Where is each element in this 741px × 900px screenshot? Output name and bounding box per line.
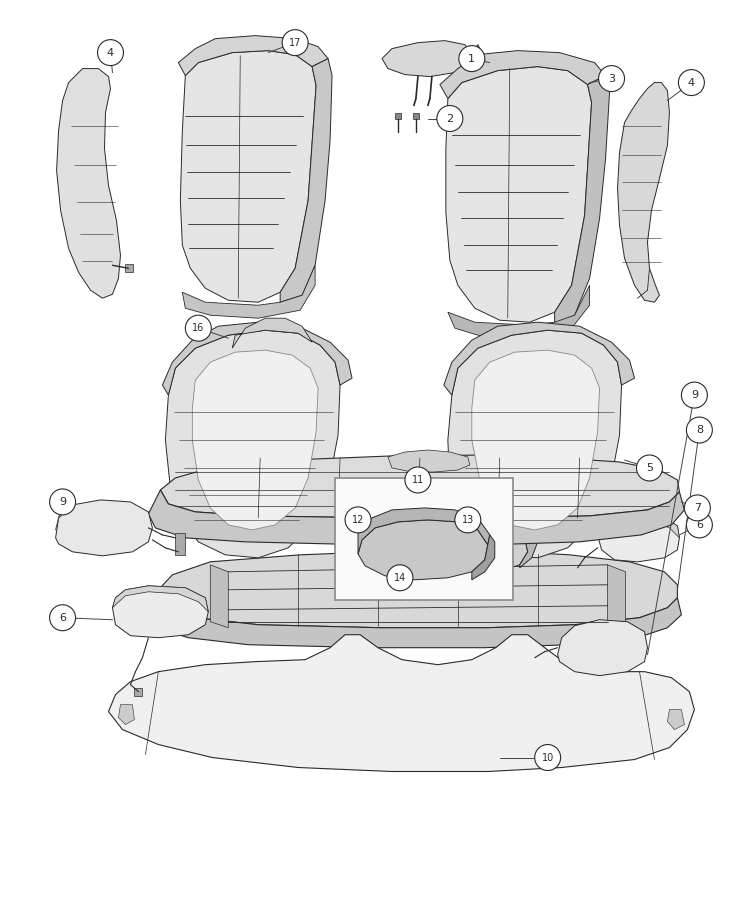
Polygon shape [388,450,470,472]
Polygon shape [519,528,538,568]
Circle shape [185,315,211,341]
Polygon shape [455,45,482,76]
Text: 5: 5 [646,463,653,473]
Circle shape [682,382,708,408]
Polygon shape [232,319,312,348]
Circle shape [282,30,308,56]
Polygon shape [180,50,316,302]
Circle shape [686,512,712,538]
Text: 8: 8 [696,425,703,435]
Polygon shape [668,709,685,730]
Text: 16: 16 [192,323,205,333]
Text: 14: 14 [393,572,406,583]
Text: 6: 6 [696,520,703,530]
Text: 13: 13 [462,515,474,525]
Polygon shape [56,500,153,556]
Polygon shape [179,36,328,76]
Polygon shape [413,112,419,119]
Polygon shape [382,40,472,76]
Circle shape [345,507,371,533]
Circle shape [50,489,76,515]
Polygon shape [108,634,694,771]
Polygon shape [444,322,634,395]
Polygon shape [472,350,599,530]
Circle shape [599,66,625,92]
Polygon shape [193,350,318,530]
Polygon shape [555,76,610,325]
Polygon shape [395,112,401,119]
Text: 9: 9 [59,497,66,507]
Polygon shape [156,551,677,627]
Polygon shape [558,620,648,676]
Polygon shape [440,525,528,572]
Polygon shape [182,266,315,319]
Circle shape [459,46,485,72]
Text: 9: 9 [691,390,698,400]
Text: 1: 1 [468,54,475,64]
Polygon shape [472,535,495,580]
Text: 4: 4 [107,48,114,58]
Circle shape [50,605,76,631]
Circle shape [637,455,662,481]
Circle shape [535,744,561,770]
Polygon shape [125,265,133,273]
Text: 11: 11 [412,475,424,485]
Circle shape [387,565,413,590]
Polygon shape [165,330,340,558]
Polygon shape [597,514,679,538]
Polygon shape [210,565,228,627]
Polygon shape [446,67,591,322]
Text: 10: 10 [542,752,554,762]
Text: 17: 17 [289,38,302,48]
Text: 7: 7 [694,503,701,513]
Polygon shape [134,688,142,696]
Circle shape [405,467,431,493]
Polygon shape [617,83,669,302]
Polygon shape [113,586,208,612]
Polygon shape [148,598,682,648]
Polygon shape [56,68,121,298]
Polygon shape [448,330,622,558]
Polygon shape [119,705,134,725]
Polygon shape [358,520,488,580]
Polygon shape [597,514,679,562]
Polygon shape [448,285,590,338]
Polygon shape [176,533,185,554]
Polygon shape [160,455,679,517]
Circle shape [685,495,711,521]
Text: 3: 3 [608,74,615,84]
Circle shape [455,507,481,533]
Polygon shape [358,508,490,554]
Polygon shape [608,565,625,627]
FancyBboxPatch shape [335,478,513,599]
Circle shape [437,105,463,131]
Circle shape [686,417,712,443]
Polygon shape [148,490,685,544]
Polygon shape [440,50,605,98]
Text: 6: 6 [59,613,66,623]
Text: 12: 12 [352,515,365,525]
Polygon shape [113,586,208,638]
Polygon shape [162,322,352,395]
Circle shape [679,69,705,95]
Text: 2: 2 [446,113,453,123]
Circle shape [98,40,124,66]
Polygon shape [280,58,332,302]
Text: 4: 4 [688,77,695,87]
